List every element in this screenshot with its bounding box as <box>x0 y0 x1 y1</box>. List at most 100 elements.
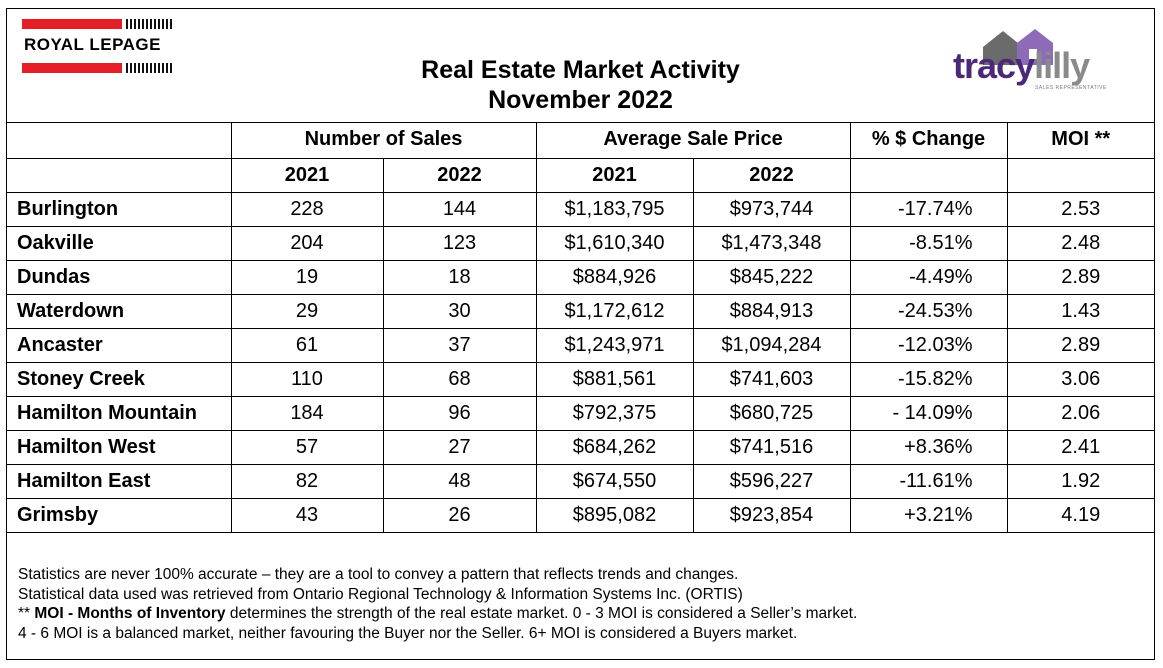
blank-header <box>849 157 1008 193</box>
moi-cell: 2.41 <box>1006 429 1154 465</box>
change-cell: -17.74% <box>849 192 1008 227</box>
city-cell: Hamilton Mountain <box>7 395 232 431</box>
change-cell: -4.49% <box>849 259 1008 295</box>
city-cell: Waterdown <box>7 293 232 329</box>
sales-2021-cell: 57 <box>230 429 384 465</box>
change-cell: -12.03% <box>849 327 1008 363</box>
sales-2021-cell: 184 <box>230 395 384 431</box>
footnote-4: 4 - 6 MOI is a balanced market, neither … <box>18 624 798 642</box>
year-header: 2021 <box>230 157 384 193</box>
sales-2022-cell: 26 <box>382 497 537 533</box>
table-row: Stoney Creek 110 68 $881,561 $741,603 -15.82%… <box>7 361 1154 397</box>
table-row: Hamilton East 82 48 $674,550 $596,227 -11.61%… <box>7 463 1154 499</box>
city-cell: Hamilton West <box>7 429 232 465</box>
table-row: Hamilton Mountain 184 96 $792,375 $680,725- … <box>7 395 1154 431</box>
price-2022-cell: $596,227 <box>692 463 851 499</box>
change-cell: -15.82% <box>849 361 1008 397</box>
change-header: % $ Change <box>849 122 1008 159</box>
city-cell: Dundas <box>7 259 232 295</box>
sales-2022-cell: 144 <box>382 192 537 227</box>
table-row: Burlington 228 144 $1,183,795 $973,744 -17.74… <box>7 192 1154 227</box>
city-cell: Burlington <box>7 192 232 227</box>
footnote-2: Statistical data used was retrieved from… <box>18 585 743 603</box>
tracy-lilly-logo: tracylilly SALES REPRESENTATIVE <box>943 19 1143 99</box>
blank-header <box>7 122 232 159</box>
table-row: Hamilton West 57 27 $684,262 $741,516 +8.36% 2… <box>7 429 1154 465</box>
sales-2022-cell: 30 <box>382 293 537 329</box>
tracy-lilly-tagline: SALES REPRESENTATIVE <box>1035 85 1107 91</box>
logo-brand-name: ROYAL LEPAGE <box>24 35 161 54</box>
sales-2021-cell: 19 <box>230 259 384 295</box>
moi-cell: 4.19 <box>1006 497 1154 533</box>
sales-2021-cell: 29 <box>230 293 384 329</box>
moi-cell: 3.06 <box>1006 361 1154 397</box>
price-2021-cell: $881,561 <box>535 361 694 397</box>
price-2022-cell: $741,603 <box>692 361 851 397</box>
blank-header <box>1006 157 1154 193</box>
price-2022-cell: $973,744 <box>692 192 851 227</box>
change-cell: -24.53% <box>849 293 1008 329</box>
moi-header: MOI ** <box>1006 122 1154 159</box>
moi-cell: 1.43 <box>1006 293 1154 329</box>
sales-2022-cell: 37 <box>382 327 537 363</box>
price-2021-cell: $895,082 <box>535 497 694 533</box>
city-cell: Hamilton East <box>7 463 232 499</box>
sales-2022-cell: 27 <box>382 429 537 465</box>
moi-cell: 1.92 <box>1006 463 1154 499</box>
title-line-2: November 2022 <box>488 86 673 114</box>
price-2021-cell: $792,375 <box>535 395 694 431</box>
price-2021-cell: $1,243,971 <box>535 327 694 363</box>
table-row: Ancaster 61 37 $1,243,971 $1,094,284 -12.03% 2… <box>7 327 1154 363</box>
table-row: Waterdown 29 30 $1,172,612 $884,913 -24.53% 1.… <box>7 293 1154 329</box>
city-cell: Oakville <box>7 225 232 261</box>
city-cell: Ancaster <box>7 327 232 363</box>
sales-2022-cell: 48 <box>382 463 537 499</box>
sales-2022-cell: 123 <box>382 225 537 261</box>
moi-cell: 2.89 <box>1006 327 1154 363</box>
page-title: Real Estate Market Activity November 202… <box>7 55 1154 115</box>
city-cell: Grimsby <box>7 497 232 533</box>
price-2022-cell: $1,094,284 <box>692 327 851 363</box>
moi-cell: 2.53 <box>1006 192 1154 227</box>
change-cell: +8.36% <box>849 429 1008 465</box>
year-header: 2022 <box>382 157 537 193</box>
change-cell: -11.61% <box>849 463 1008 499</box>
sales-2021-cell: 43 <box>230 497 384 533</box>
moi-definition-term: MOI - Months of Inventory <box>34 605 226 622</box>
report-frame: ROYAL LEPAGE Real Estate Market Activity… <box>6 8 1155 660</box>
title-line-1: Real Estate Market Activity <box>421 56 740 84</box>
change-cell: - 14.09% <box>849 395 1008 431</box>
market-activity-table: Number of Sales Average Sale Price % $ C… <box>7 122 1154 533</box>
logo-stripes <box>126 63 174 73</box>
moi-cell: 2.48 <box>1006 225 1154 261</box>
price-2021-cell: $1,183,795 <box>535 192 694 227</box>
tracy-lilly-wordmark: tracylilly <box>953 45 1090 86</box>
sales-2021-cell: 204 <box>230 225 384 261</box>
sales-2022-cell: 96 <box>382 395 537 431</box>
footnote-1: Statistics are never 100% accurate – the… <box>18 566 739 583</box>
sales-2021-cell: 228 <box>230 192 384 227</box>
table-row: Oakville 204 123 $1,610,340 $1,473,348 -8.51%… <box>7 225 1154 261</box>
price-2022-cell: $1,473,348 <box>692 225 851 261</box>
price-2022-cell: $845,222 <box>692 259 851 295</box>
year-header: 2022 <box>692 157 851 193</box>
price-2021-cell: $674,550 <box>535 463 694 499</box>
change-cell: -8.51% <box>849 225 1008 261</box>
sales-2022-cell: 68 <box>382 361 537 397</box>
price-2022-cell: $741,516 <box>692 429 851 465</box>
sales-2021-cell: 110 <box>230 361 384 397</box>
price-2021-cell: $1,172,612 <box>535 293 694 329</box>
table-row: Grimsby 43 26 $895,082 $923,854 +3.21% 4.19 <box>7 497 1154 533</box>
footnote-3: ** MOI - Months of Inventory determines … <box>18 605 858 622</box>
logo-stripes <box>126 19 174 29</box>
sales-2021-cell: 61 <box>230 327 384 363</box>
moi-cell: 2.89 <box>1006 259 1154 295</box>
group-header-row: Number of Sales Average Sale Price % $ C… <box>7 122 1154 159</box>
change-cell: +3.21% <box>849 497 1008 533</box>
price-2022-cell: $923,854 <box>692 497 851 533</box>
price-2022-cell: $680,725 <box>692 395 851 431</box>
price-2021-cell: $884,926 <box>535 259 694 295</box>
sales-2021-cell: 82 <box>230 463 384 499</box>
sales-2022-cell: 18 <box>382 259 537 295</box>
year-header: 2021 <box>535 157 694 193</box>
